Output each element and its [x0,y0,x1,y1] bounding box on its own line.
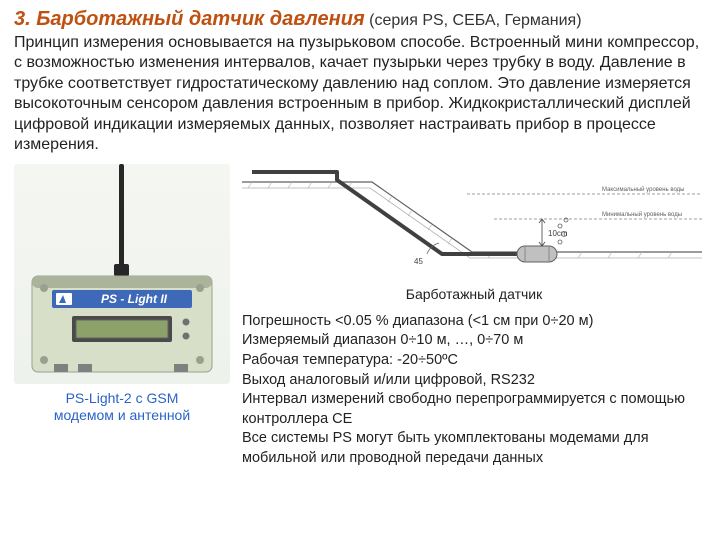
device-box: PS - Light II [32,276,212,372]
device-caption: PS-Light-2 с GSM модемом и антенной [54,390,190,425]
angle-label: 45 [414,257,423,266]
spec-range: Измеряемый диапазон 0÷10 м, …, 0÷70 м [242,331,706,351]
heading-main: 3. Барботажный датчик давления [14,8,365,30]
heading-paren: (серия PS, СЕБА, Германия) [369,12,581,29]
device-caption-line1: PS-Light-2 с GSM [66,390,179,406]
device-photo: PS - Light II [14,164,230,384]
description-text: Принцип измерения основывается на пузырь… [14,33,706,156]
spec-accuracy: Погрешность <0.05 % диапазона (<1 см при… [242,312,706,332]
heading: 3. Барботажный датчик давления (серия PS… [14,8,706,31]
specs-block: Погрешность <0.05 % диапазона (<1 см при… [242,312,706,469]
antenna-icon [114,164,129,276]
spec-interval: Интервал измерений свободно перепрограмм… [242,390,706,429]
diagram-caption: Барботажный датчик [242,286,706,302]
sensor-icon [517,246,557,262]
spec-output: Выход аналоговый и/или цифровой, RS232 [242,371,706,391]
dist-label: 10cm [548,229,568,238]
device-label: PS - Light II [101,292,168,306]
device-caption-line2: модемом и антенной [54,407,190,423]
spec-modem: Все системы PS могут быть укомплектованы… [242,429,706,468]
principle-diagram: Максимальный уровень воды Минимальный ур… [242,164,706,284]
min-level-label: Минимальный уровень воды [602,211,682,218]
max-level-label: Максимальный уровень воды [602,186,685,193]
spec-temperature: Рабочая температура: -20÷50ºС [242,351,706,371]
